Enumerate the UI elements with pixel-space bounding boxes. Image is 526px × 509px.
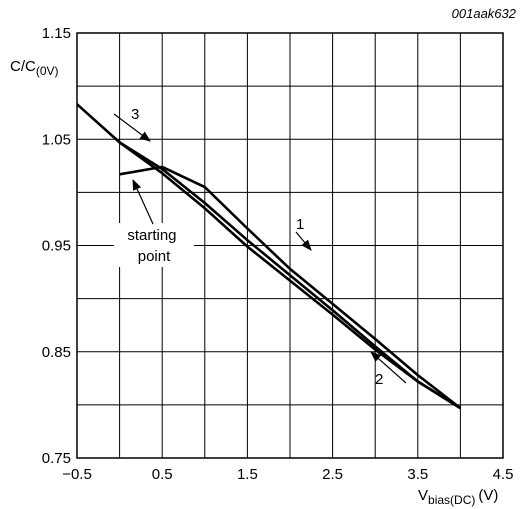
starting-point-label-line1: starting <box>127 227 176 244</box>
y-tick-label: 0.95 <box>42 238 71 255</box>
y-tick-label: 1.05 <box>42 131 71 148</box>
x-axis-label-unit: (V) <box>478 487 498 504</box>
plot-frame <box>76 32 504 459</box>
y-axis-label-main: C/C <box>10 58 36 75</box>
starting-point-label: starting point <box>127 227 180 265</box>
arrow-series-3 <box>113 113 151 142</box>
starting-point-arrow <box>132 178 154 225</box>
y-tick-labels: 0.75 0.85 0.95 1.05 1.15 <box>42 25 71 467</box>
x-tick-labels: −0.5 0.5 1.5 2.5 3.5 4.5 <box>62 466 513 483</box>
y-tick-label: 0.75 <box>42 450 71 467</box>
x-tick-label: 2.5 <box>322 466 343 483</box>
x-tick-label: 4.5 <box>493 466 514 483</box>
series-label-1: 1 <box>296 216 304 233</box>
x-axis-label-sub: bias(DC) <box>428 493 475 507</box>
series-line-3 <box>76 103 462 410</box>
x-axis-label: Vbias(DC) (V) <box>418 487 498 507</box>
x-axis-label-main: V <box>418 487 428 504</box>
starting-point-label-line2: point <box>138 248 171 265</box>
x-tick-label: 3.5 <box>407 466 428 483</box>
series-group <box>76 103 462 410</box>
x-tick-label: −0.5 <box>62 466 92 483</box>
y-tick-label: 0.85 <box>42 344 71 361</box>
arrow-series-2 <box>370 351 407 384</box>
y-axis-label-sub: (0V) <box>36 64 59 78</box>
y-axis-label: C/C(0V) <box>10 58 59 78</box>
starting-point-label-bg <box>114 223 194 267</box>
y-tick-label: 1.15 <box>42 25 71 42</box>
series-line-1 <box>119 165 462 410</box>
arrow-series-1 <box>295 231 312 251</box>
series-label-3: 3 <box>131 106 139 123</box>
figure-code: 001aak632 <box>452 6 517 21</box>
x-tick-label: 0.5 <box>152 466 173 483</box>
series-label-2: 2 <box>375 371 383 388</box>
x-tick-label: 1.5 <box>237 466 258 483</box>
